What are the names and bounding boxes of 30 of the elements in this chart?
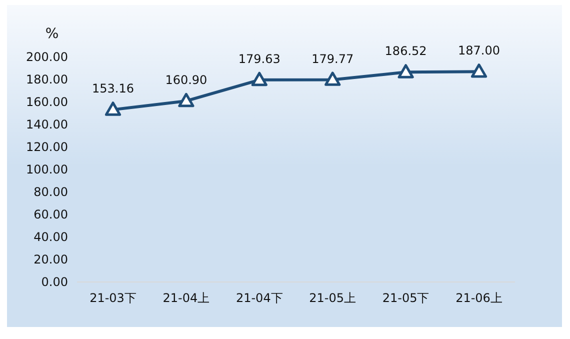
data-label: 179.63 bbox=[238, 52, 280, 66]
x-tick-label: 21-04上 bbox=[162, 291, 210, 305]
y-axis-title: % bbox=[45, 26, 59, 42]
point bbox=[324, 72, 341, 86]
y-tick-label: 60.00 bbox=[34, 208, 68, 222]
y-tick-label: 140.00 bbox=[26, 118, 68, 132]
x-tick-label: 21-03下 bbox=[90, 291, 136, 305]
y-tick-label: 20.00 bbox=[34, 252, 68, 267]
y-tick-label: 40.00 bbox=[34, 230, 68, 244]
point bbox=[470, 64, 488, 78]
data-label: 187.00 bbox=[458, 44, 500, 58]
x-tick-label: 21-05上 bbox=[309, 291, 356, 305]
y-tick-label: 180.00 bbox=[26, 72, 68, 87]
y-tick-label: 120.00 bbox=[26, 140, 68, 154]
y-tick-label: 0.00 bbox=[41, 275, 68, 290]
data-label: 186.52 bbox=[384, 44, 427, 58]
point bbox=[398, 64, 414, 78]
point bbox=[178, 92, 194, 108]
point bbox=[251, 72, 268, 86]
y-tick-label: 100.00 bbox=[26, 162, 68, 177]
y-tick-label: 160.00 bbox=[26, 95, 68, 110]
y-tick-label: 80.00 bbox=[34, 185, 68, 200]
x-tick-label: 21-04下 bbox=[236, 291, 283, 305]
x-tick-label: 21-05下 bbox=[382, 291, 430, 305]
data-label: 179.77 bbox=[312, 52, 354, 66]
x-tick-label: 21-06上 bbox=[456, 291, 502, 305]
data-label: 160.90 bbox=[165, 72, 208, 87]
data-label: 153.16 bbox=[92, 82, 134, 96]
y-tick-label: 200.00 bbox=[26, 50, 68, 64]
point bbox=[104, 102, 122, 116]
